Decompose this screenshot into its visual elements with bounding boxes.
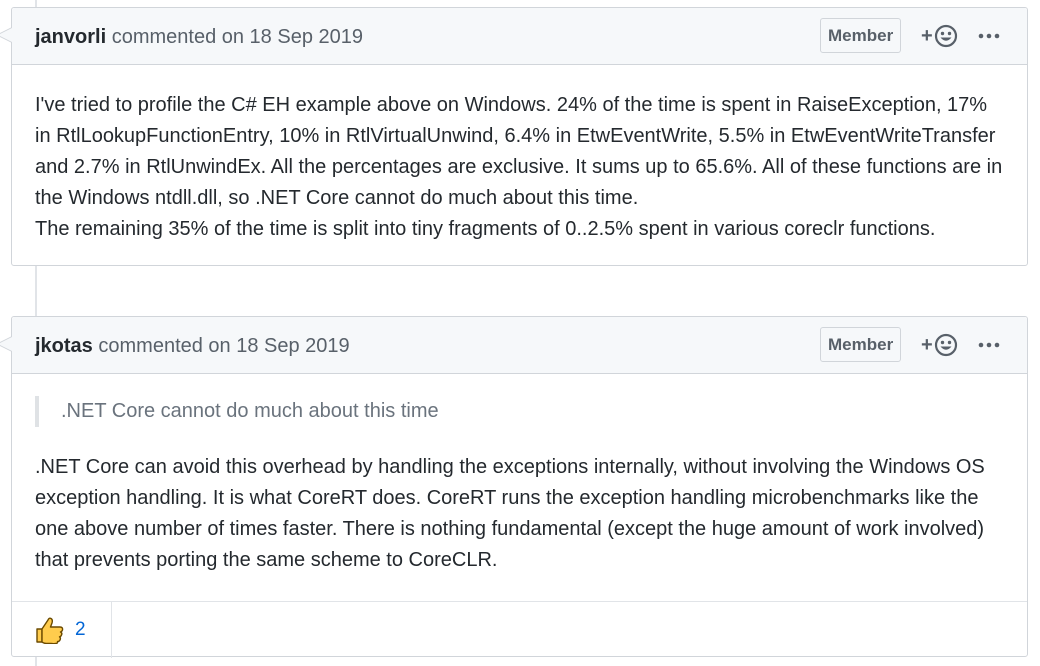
comment-options-button[interactable]	[977, 333, 1001, 357]
author-link[interactable]: jkotas	[35, 335, 93, 357]
thumbs-up-reaction-button[interactable]: 2	[12, 602, 112, 658]
kebab-horizontal-icon	[978, 342, 1000, 348]
comment-options-button[interactable]	[977, 24, 1001, 48]
comment-janvorli: janvorli commented on 18 Sep 2019 Member…	[0, 7, 1028, 266]
comment-header: janvorli commented on 18 Sep 2019 Member…	[0, 8, 1027, 65]
plus-glyph: +	[921, 25, 933, 47]
member-badge: Member	[820, 327, 902, 362]
kebab-horizontal-icon	[978, 33, 1000, 39]
thumbs-up-icon	[36, 617, 64, 644]
thumbs-up-count: 2	[75, 619, 86, 640]
comment-timestamp[interactable]: commented on 18 Sep 2019	[98, 335, 350, 357]
comment-timestamp[interactable]: commented on 18 Sep 2019	[111, 26, 363, 48]
plus-glyph: +	[921, 334, 933, 356]
comment-header-text: jkotas commented on 18 Sep 2019	[35, 334, 350, 358]
comment-body: .NET Core cannot do much about this time…	[12, 374, 1027, 601]
comment-paragraph: The remaining 35% of the time is split i…	[35, 218, 936, 240]
member-badge: Member	[820, 18, 902, 53]
comment-body: I've tried to profile the C# EH example …	[12, 65, 1027, 265]
comment-header-text: janvorli commented on 18 Sep 2019	[35, 25, 363, 49]
smiley-icon	[934, 333, 957, 357]
author-link[interactable]: janvorli	[35, 26, 107, 48]
add-reaction-button[interactable]: +	[921, 332, 958, 358]
add-reaction-button[interactable]: +	[921, 23, 958, 49]
blockquote: .NET Core cannot do much about this time	[35, 396, 1004, 427]
reactions-bar: 2	[12, 601, 1027, 658]
comment-paragraph: .NET Core can avoid this overhead by han…	[35, 456, 985, 571]
smiley-icon	[934, 24, 957, 48]
comment-paragraph: I've tried to profile the C# EH example …	[35, 94, 1003, 209]
comment-header: jkotas commented on 18 Sep 2019 Member +	[0, 317, 1027, 374]
comment-jkotas: jkotas commented on 18 Sep 2019 Member +…	[0, 316, 1028, 658]
